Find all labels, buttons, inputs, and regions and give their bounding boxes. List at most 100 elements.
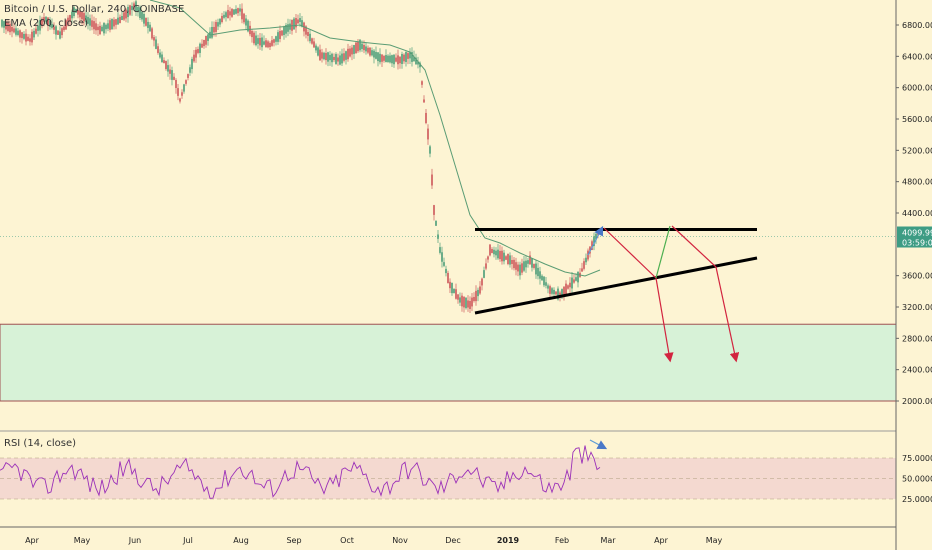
candle-body (241, 8, 243, 20)
candle-body (347, 48, 349, 60)
candle-body (73, 7, 75, 17)
candle-body (195, 49, 197, 58)
time-label: May (706, 536, 723, 545)
candle-body (459, 297, 461, 303)
candle-body (341, 53, 343, 64)
candle-body (519, 264, 521, 276)
candle-body (93, 21, 95, 30)
candle-body (371, 50, 373, 56)
candle-body (567, 285, 569, 289)
candle-body (421, 81, 423, 85)
time-label: Sep (286, 536, 301, 545)
time-label: 2019 (497, 536, 520, 545)
candle-body (119, 16, 121, 24)
candle-body (175, 79, 177, 89)
candle-body (85, 15, 87, 23)
ema-line (149, 0, 601, 277)
candle-body (283, 26, 285, 36)
projection-arrow-down-1 (603, 227, 657, 279)
price-axis-bg (896, 0, 932, 550)
candle-body (321, 52, 323, 59)
candle-body (213, 26, 215, 33)
candle-body (353, 45, 355, 54)
candle-body (547, 285, 549, 289)
candle-body (479, 286, 481, 294)
candle-body (21, 32, 23, 39)
symbol-legend[interactable]: Bitcoin / U.S. Dollar, 240, COINBASE (4, 4, 185, 15)
candle-body (481, 278, 483, 286)
candle-body (235, 8, 237, 14)
candle-body (329, 54, 331, 61)
candle-body (81, 11, 83, 20)
candle-body (9, 23, 11, 33)
rsi-level-label: 50.0000 (902, 475, 932, 484)
ema-legend[interactable]: EMA (200, close) (4, 18, 88, 29)
candle-body (37, 25, 39, 31)
candle-body (125, 9, 127, 19)
candle-body (331, 53, 333, 63)
candle-body (367, 47, 369, 53)
candle-body (295, 18, 297, 28)
candle-body (591, 241, 593, 250)
candle-body (575, 277, 577, 281)
candle-body (405, 51, 407, 63)
price-label: 3600.00 (902, 272, 932, 281)
candle-body (45, 16, 47, 22)
price-label: 6400.00 (902, 52, 932, 61)
candle-body (463, 296, 465, 308)
candle-body (263, 41, 265, 45)
candle-body (491, 249, 493, 253)
candle-body (107, 23, 109, 29)
candle-body (577, 271, 579, 283)
candle-body (221, 15, 223, 23)
candle-body (355, 42, 357, 54)
candle-body (529, 255, 531, 265)
candle-body (431, 174, 433, 186)
candle-body (523, 261, 525, 271)
candle-body (273, 39, 275, 43)
candle-body (251, 30, 253, 38)
candle-body (433, 205, 435, 215)
candle-body (229, 11, 231, 16)
candle-body (535, 263, 537, 275)
time-label: Feb (555, 536, 569, 545)
candle-body (417, 61, 419, 65)
candle-body (219, 18, 221, 25)
candle-body (495, 250, 497, 256)
candle-body (83, 13, 85, 22)
candle-body (49, 20, 51, 27)
candle-body (427, 128, 429, 140)
candle-body (551, 288, 553, 294)
candle-body (345, 51, 347, 60)
candle-body (317, 47, 319, 56)
candle-body (275, 36, 277, 42)
candle-body (305, 26, 307, 35)
candle-body (29, 38, 31, 42)
candle-body (63, 26, 65, 31)
candle-body (357, 41, 359, 52)
candle-body (571, 277, 573, 289)
candle-body (285, 24, 287, 34)
candle-body (423, 99, 425, 103)
candle-body (135, 1, 137, 12)
candle-body (525, 260, 527, 268)
candle-body (33, 30, 35, 38)
candle-body (447, 272, 449, 284)
price-label: 2800.00 (902, 334, 932, 343)
candle-body (531, 258, 533, 268)
candle-body (127, 6, 129, 18)
candle-body (401, 54, 403, 64)
candle-body (499, 250, 501, 260)
candle-body (409, 51, 411, 59)
candle-body (297, 19, 299, 24)
rsi-legend[interactable]: RSI (14, close) (4, 438, 77, 449)
time-label: Jun (128, 536, 142, 545)
candle-body (157, 46, 159, 53)
candle-body (301, 20, 303, 27)
candle-body (545, 282, 547, 286)
candle-body (469, 300, 471, 310)
candle-body (169, 69, 171, 74)
candle-body (445, 268, 447, 274)
rsi-projection-arrow (589, 439, 608, 450)
